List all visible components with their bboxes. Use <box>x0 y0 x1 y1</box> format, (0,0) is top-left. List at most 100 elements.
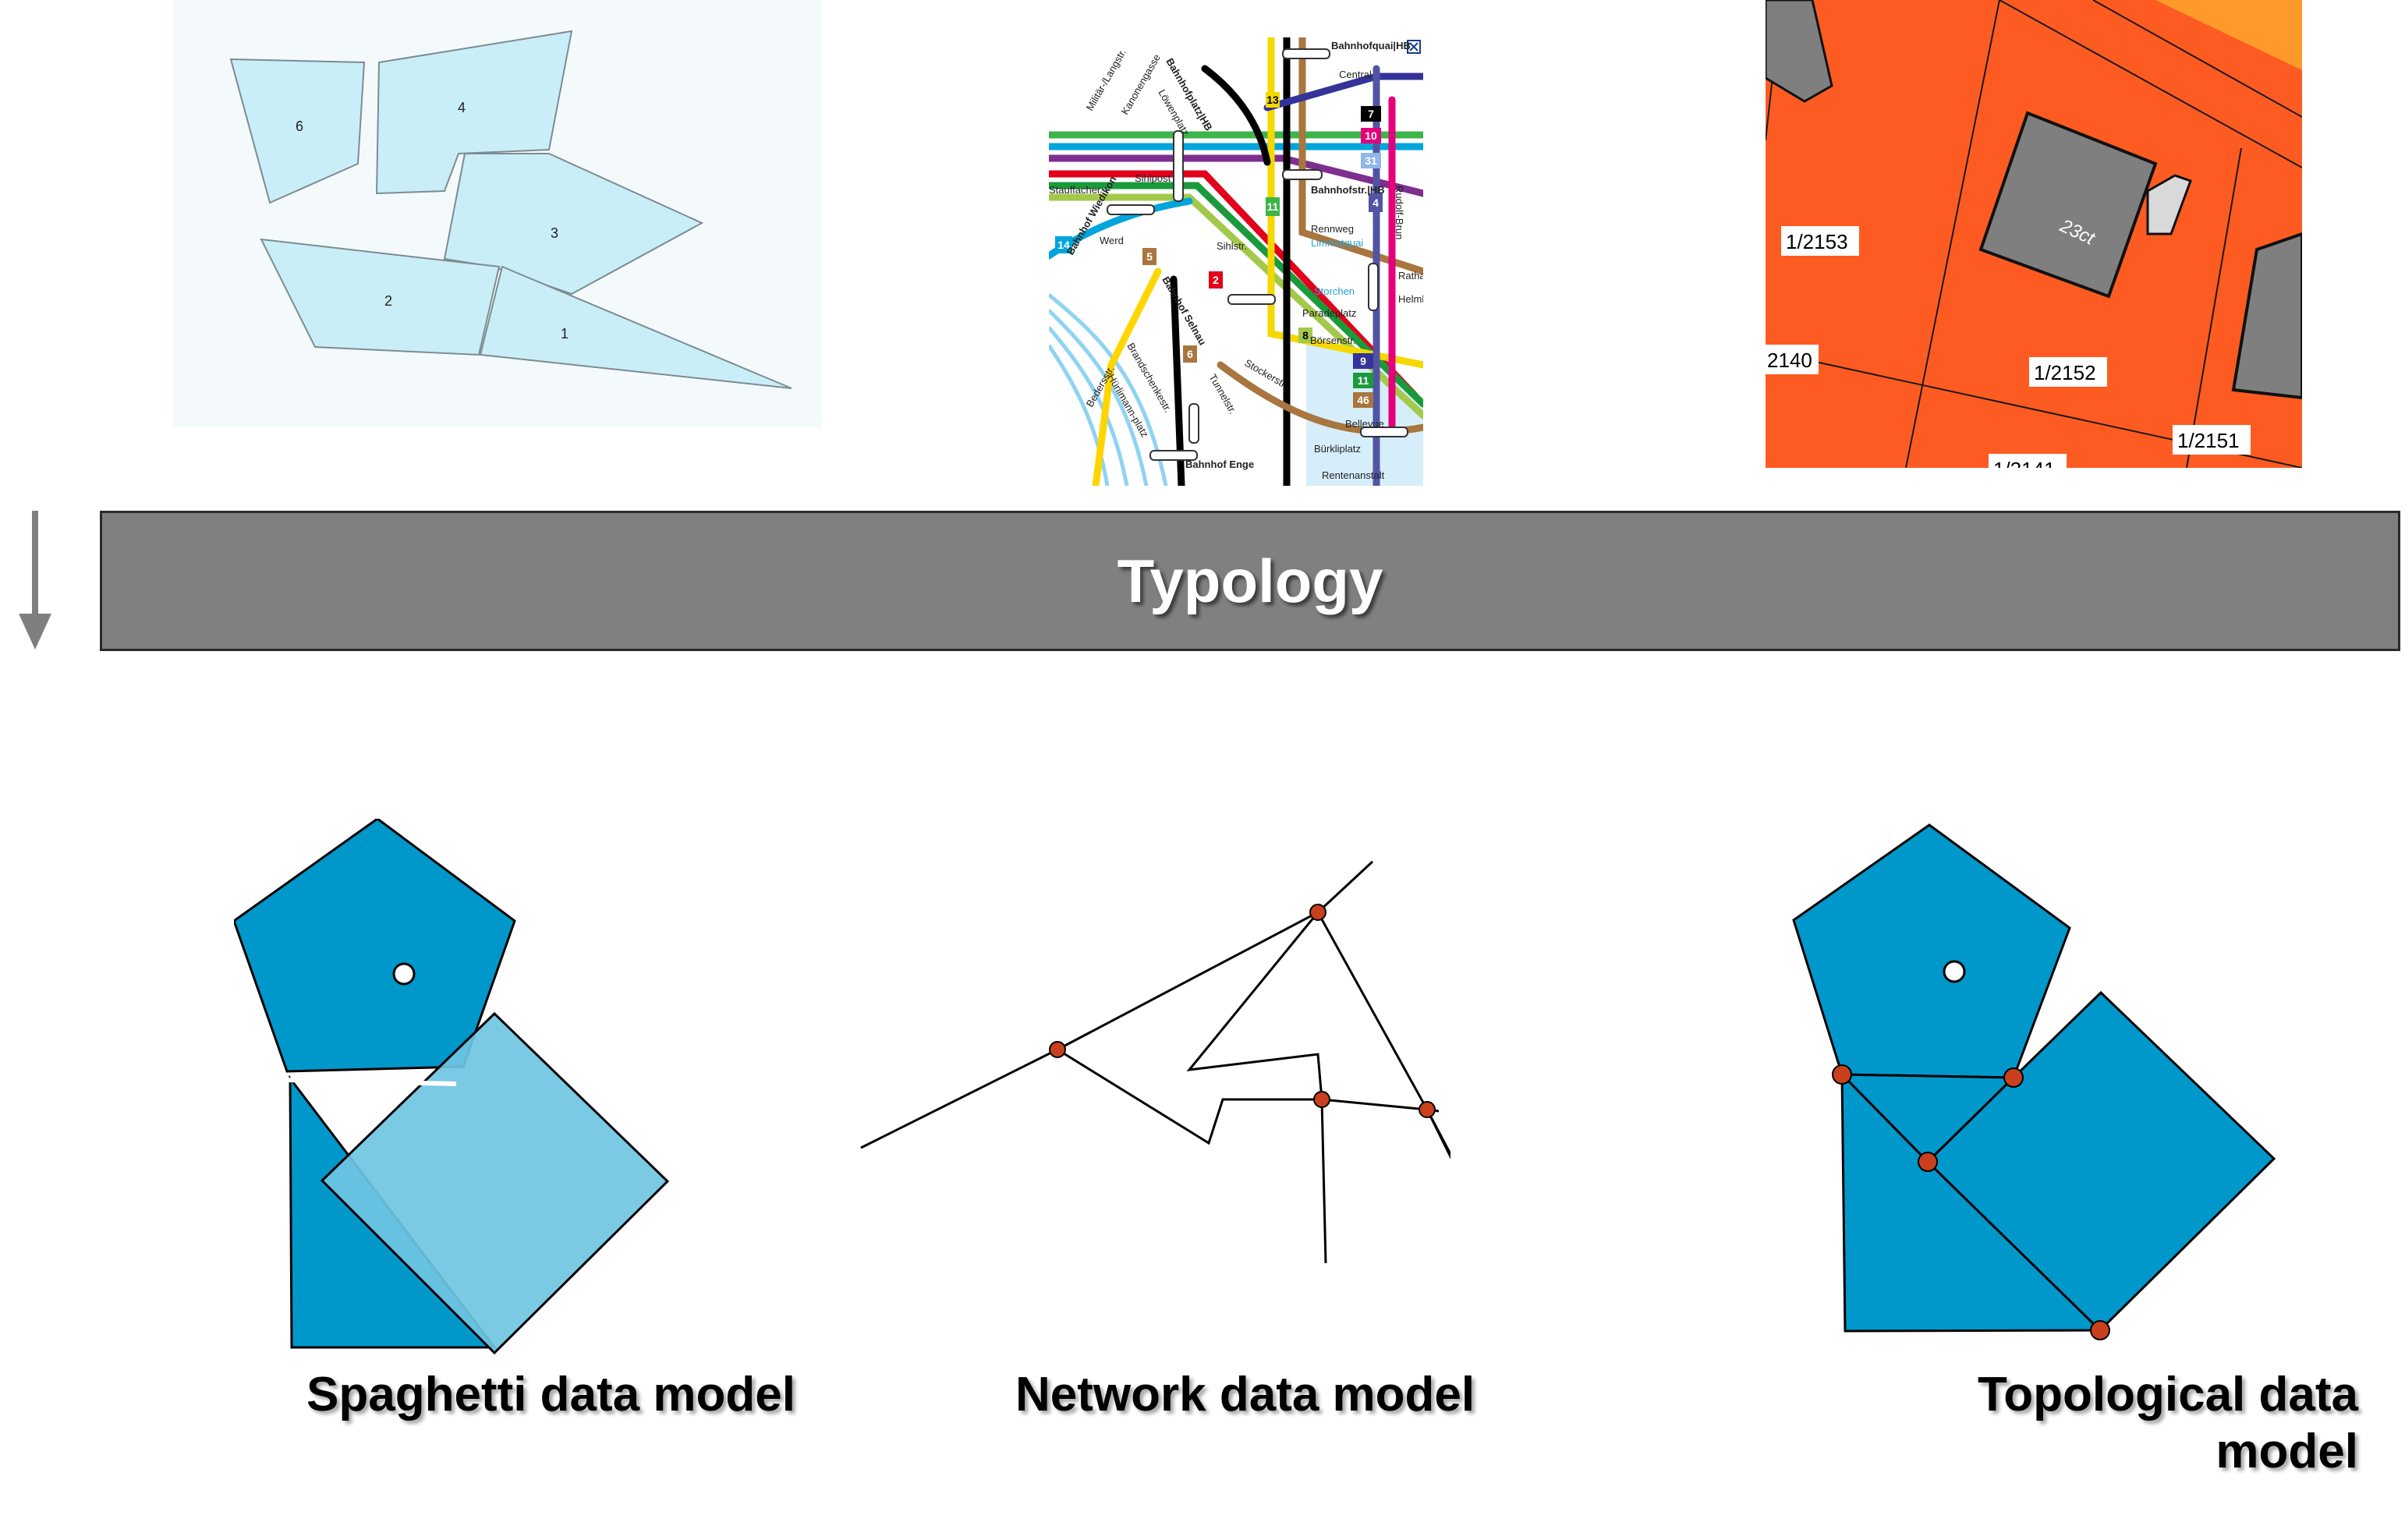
polygon-4 <box>375 30 573 195</box>
line-badge <box>1353 353 1373 369</box>
network-edge <box>1320 1099 1327 1264</box>
river-line <box>1049 309 1149 486</box>
topology-node <box>2090 1320 2110 1340</box>
spaghetti-svg <box>232 817 670 1355</box>
topological-svg <box>1792 823 2276 1340</box>
stop-label: Bellevue <box>1345 418 1384 430</box>
stop-label: Sihlstr. <box>1217 240 1247 252</box>
pentagon-shape <box>232 817 516 1073</box>
parcel-label-box <box>2173 425 2251 455</box>
polygon-label: 2 <box>384 293 392 309</box>
stop-label: Bürkliplatz <box>1314 443 1361 455</box>
stop-label: Bahnhofstr.|HB <box>1311 184 1385 196</box>
line-badge <box>1353 373 1373 388</box>
stop-marker <box>1107 204 1155 215</box>
polygon-3 <box>443 153 704 296</box>
building-annex <box>2146 174 2192 235</box>
stop-label: Rudolf-Brun <box>1394 186 1405 239</box>
stop-label: Paradeplatz <box>1302 307 1356 319</box>
network-caption: Network data model <box>1015 1368 1475 1421</box>
building-left <box>1766 0 1833 103</box>
stop-label: Rentenanstalt <box>1322 469 1385 481</box>
topology-node <box>1832 1064 1852 1085</box>
polygon-map: 6 4 3 2 1 <box>173 0 822 427</box>
parcel-label: 1/2153 <box>1786 230 1848 253</box>
polygon-1 <box>479 265 792 389</box>
stop-label: Werd <box>1100 235 1124 246</box>
line-number: 10 <box>1365 129 1377 142</box>
line-number: 4 <box>1373 196 1379 209</box>
network-node <box>1313 1091 1330 1108</box>
topological-caption: Topological data model <box>1978 1366 2358 1480</box>
spaghetti-diagram <box>232 817 686 1365</box>
network-diagram <box>858 850 1491 1287</box>
parcel-label: 2140 <box>1767 349 1812 372</box>
topological-caption-line2: model <box>2216 1425 2358 1479</box>
stop-label: Stauffacher <box>1049 184 1101 196</box>
centroid-point <box>1943 960 1966 983</box>
line-badge <box>1361 106 1381 122</box>
sliver-gap <box>286 1078 457 1086</box>
line-number: 46 <box>1357 394 1369 406</box>
lake-area <box>1306 334 1423 486</box>
line-number: 6 <box>1187 348 1193 360</box>
cadastral-map-svg: 23ct 1/2153 1/2152 1/2151 2140 1/2141 <box>1766 0 2302 468</box>
topological-caption-line1: Topological data <box>1978 1368 2358 1421</box>
topology-node <box>2003 1067 2024 1088</box>
close-icon-glyph <box>1409 42 1419 51</box>
river-line <box>1049 344 1110 486</box>
centroid-point <box>392 962 416 986</box>
stop-marker <box>1227 294 1276 305</box>
stop-marker <box>1360 427 1408 437</box>
line-number: 7 <box>1368 108 1374 120</box>
polygon-6 <box>229 58 366 204</box>
stop-label: Rennweg <box>1311 223 1354 235</box>
transit-map: 13 7 10 31 4 11 14 2 8 9 11 46 5 <box>1049 37 1423 486</box>
down-arrow-icon <box>16 511 55 651</box>
stop-label: Helmhaus <box>1398 293 1423 305</box>
parcel-label-box <box>1766 345 1819 374</box>
line-badge <box>1298 327 1312 343</box>
network-node <box>1049 1041 1066 1058</box>
line-number: 2 <box>1213 274 1219 286</box>
building-main <box>1978 111 2158 299</box>
line-number: 5 <box>1146 250 1153 263</box>
down-arrow-head <box>19 614 51 650</box>
stop-label: Bahnhofquai|HB <box>1331 40 1411 51</box>
parcel-boundary <box>1905 0 2000 468</box>
parcel-label-box <box>1781 226 1859 256</box>
parcel-boundary <box>2186 147 2242 468</box>
line-badge <box>1361 153 1381 168</box>
line-badge <box>1266 197 1280 216</box>
river-line <box>1049 326 1129 486</box>
network-svg <box>860 860 1491 1264</box>
spaghetti-caption: Spaghetti data model <box>306 1368 795 1421</box>
parcel-orange <box>2155 0 2302 70</box>
polygon-2 <box>260 238 501 356</box>
polygon-map-svg: 6 4 3 2 1 <box>173 0 822 427</box>
stop-label: Börsenstr. <box>1310 335 1356 346</box>
line-badge <box>1209 271 1223 289</box>
parcel-label: 1/2151 <box>2177 429 2240 452</box>
polygon-label: 1 <box>561 326 568 342</box>
line-badge <box>1142 248 1156 265</box>
line-badge <box>1353 392 1373 408</box>
stop-marker <box>1282 48 1330 59</box>
tram-line-brown <box>1298 37 1423 275</box>
line-number: 31 <box>1365 154 1377 167</box>
network-edge <box>1426 1109 1485 1223</box>
parcel-label: 1/2152 <box>2034 361 2096 384</box>
stop-label: Bahnhof Enge <box>1185 458 1254 470</box>
square-overlay-shape <box>320 1011 670 1355</box>
line-number: 14 <box>1057 239 1070 251</box>
typology-label: Typology <box>1117 546 1383 615</box>
building-right <box>2231 232 2302 400</box>
stop-marker <box>1149 450 1198 461</box>
tram-line-yellow2 <box>1092 267 1162 486</box>
tram-line-lime <box>1049 193 1423 420</box>
stop-label: Central <box>1339 69 1372 80</box>
parcel-label: 1/2141 <box>1993 458 2056 468</box>
line-badge <box>1183 345 1197 363</box>
stop-marker <box>1188 403 1199 444</box>
line-number: 11 <box>1358 374 1369 387</box>
